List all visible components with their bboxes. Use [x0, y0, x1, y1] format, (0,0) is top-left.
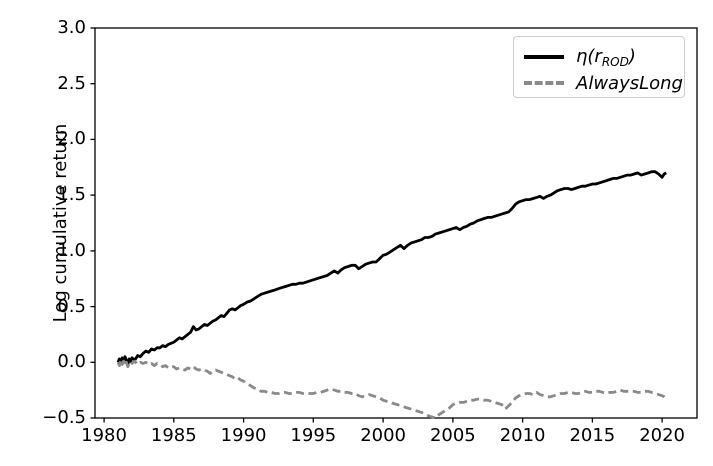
y-tick-label: 3.0 — [57, 17, 86, 38]
legend-label-always-long: AlwaysLong — [576, 72, 683, 94]
y-tick-label: −0.5 — [42, 407, 86, 428]
series-line-eta-r-rod — [116, 170, 667, 366]
legend-entry-always-long: AlwaysLong — [524, 70, 683, 96]
y-tick-label: 0.0 — [57, 351, 86, 373]
y-tick-label: 0.5 — [57, 295, 86, 317]
legend-label-pre: η(r — [576, 45, 602, 67]
y-tick-label: 1.0 — [57, 239, 86, 261]
x-tick-label: 2015 — [569, 425, 616, 446]
legend-entry-eta-rod: η(rROD) — [524, 44, 674, 70]
x-tick-label: 1980 — [81, 425, 127, 446]
y-tick-label: 1.5 — [57, 184, 86, 206]
axes-frame — [94, 27, 698, 419]
y-tick-label: 2.5 — [57, 72, 86, 94]
x-tick-label: 2000 — [360, 425, 406, 446]
x-tick-label: 2005 — [429, 425, 476, 446]
legend: η(rROD) AlwaysLong — [513, 36, 685, 98]
y-axis-label: Log cumulative return — [50, 123, 71, 323]
x-tick-label: 2010 — [499, 425, 546, 446]
dashed-line-swatch — [524, 81, 564, 85]
x-tick-label: 1990 — [220, 425, 267, 446]
legend-label-post: ) — [628, 45, 636, 67]
series-line-always-long — [116, 358, 668, 420]
x-tick-label: 1985 — [150, 425, 197, 446]
x-tick-label: 2020 — [639, 425, 686, 446]
solid-line-swatch — [524, 55, 564, 59]
legend-label-sub: ROD — [601, 54, 629, 69]
x-tick-label: 1995 — [290, 425, 337, 446]
legend-label-eta-rod: η(rROD) — [576, 46, 636, 69]
y-tick-label: 2.0 — [57, 128, 86, 150]
